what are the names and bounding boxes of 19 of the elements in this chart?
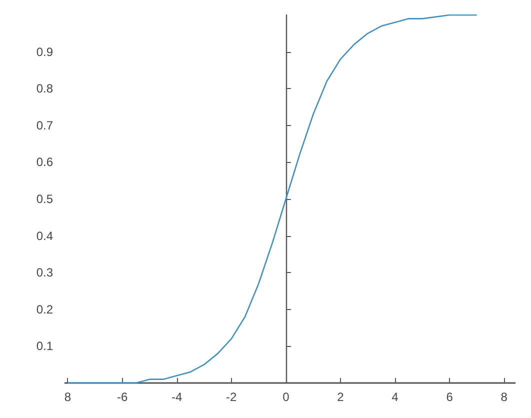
y-tick-label: 0.3: [36, 266, 54, 280]
y-tick-label: 0.6: [36, 155, 54, 170]
x-tick-label: 6: [446, 390, 454, 404]
x-tick-label: 4: [392, 390, 399, 404]
y-tick-label: 0.5: [36, 192, 54, 206]
x-tick-label: -4: [171, 390, 182, 404]
x-tick-label: -6: [116, 390, 128, 404]
x-tick-label: 2: [337, 390, 344, 404]
y-tick-label: 0.2: [36, 302, 54, 316]
line-series: [67, 14, 478, 384]
x-tick-label: 8: [500, 390, 508, 404]
y-tick-label: 0.1: [36, 339, 54, 354]
x-tick-label: 8: [64, 390, 72, 404]
y-tick-label: 0.7: [36, 118, 54, 132]
x-tick-label: -2: [226, 390, 238, 404]
y-tick-label: 0.4: [36, 228, 54, 243]
x-tick-label: 0: [282, 390, 290, 404]
y-tick-label: 0.9: [36, 44, 54, 59]
y-tick-label: 0.8: [36, 82, 54, 96]
